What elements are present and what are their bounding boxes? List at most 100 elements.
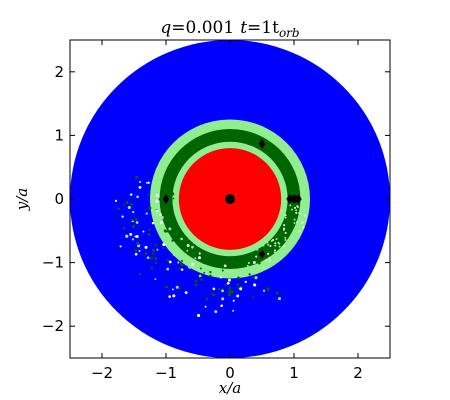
particle <box>209 270 212 274</box>
particle <box>296 220 299 223</box>
particle <box>129 193 133 197</box>
particle <box>198 256 201 260</box>
particle <box>171 192 175 196</box>
particle <box>144 251 148 255</box>
particle <box>282 251 285 254</box>
particle <box>295 211 298 214</box>
particle <box>194 283 198 287</box>
particle <box>301 221 304 224</box>
particle <box>147 193 150 196</box>
particle <box>148 228 151 231</box>
particle <box>239 287 243 291</box>
particle <box>277 297 281 301</box>
particle <box>122 227 125 230</box>
particle <box>145 181 148 184</box>
particle <box>267 252 270 255</box>
particle <box>166 267 170 271</box>
particle <box>277 241 280 244</box>
particle <box>293 221 296 224</box>
particle <box>266 241 269 244</box>
particle <box>273 249 276 252</box>
y-tick-label: 2 <box>54 63 64 81</box>
particle <box>194 257 197 260</box>
particle <box>198 274 202 278</box>
particle <box>304 205 307 208</box>
particle <box>274 242 277 245</box>
particle <box>284 231 287 234</box>
particle <box>135 221 139 224</box>
particle <box>218 287 221 291</box>
particle <box>170 200 173 203</box>
particle <box>220 304 223 308</box>
particle <box>264 260 267 263</box>
particle <box>145 212 148 215</box>
particle <box>186 244 190 247</box>
x-axis-label: x/a <box>219 379 241 397</box>
particle <box>172 288 174 291</box>
particle <box>219 276 222 279</box>
particle <box>184 291 188 295</box>
particle <box>268 257 271 260</box>
particle <box>284 216 287 219</box>
particle <box>132 210 135 214</box>
particle <box>117 207 120 210</box>
particle <box>138 250 141 252</box>
particle <box>289 204 292 207</box>
particle <box>191 245 194 249</box>
particle <box>247 261 250 265</box>
particle <box>142 230 145 233</box>
particle <box>214 310 218 314</box>
particle <box>303 214 306 217</box>
particle <box>130 202 134 206</box>
particle <box>232 309 235 312</box>
particle <box>136 195 139 199</box>
particle <box>180 259 184 262</box>
particle <box>191 262 195 266</box>
particle <box>171 239 174 242</box>
y-tick-label: 0 <box>54 190 64 208</box>
particle <box>119 245 122 248</box>
y-ticks: −2 −1 0 1 2 <box>42 63 390 335</box>
particle <box>146 256 150 260</box>
particle <box>256 248 259 251</box>
particle <box>165 230 169 233</box>
particle <box>154 278 157 281</box>
particle <box>144 245 148 249</box>
particle <box>129 232 133 236</box>
particle <box>232 299 235 302</box>
particle <box>270 239 273 242</box>
particle <box>194 280 198 283</box>
particle <box>275 252 278 255</box>
y-axis-label: y/a <box>13 188 31 211</box>
particle <box>198 252 201 255</box>
particle <box>155 261 158 265</box>
particle <box>294 206 297 209</box>
particle <box>151 221 155 225</box>
particle <box>263 267 266 270</box>
particle <box>298 230 301 233</box>
marker-planet <box>290 195 298 203</box>
particle <box>168 227 172 231</box>
particle <box>291 231 294 234</box>
marker-l4 <box>258 138 266 149</box>
particle <box>252 276 255 279</box>
particle <box>159 213 162 216</box>
particle <box>121 215 124 218</box>
particle <box>134 252 138 256</box>
particle <box>237 276 240 280</box>
particle <box>248 273 251 276</box>
x-tick-label: 0 <box>225 364 235 382</box>
lagrange-markers <box>162 138 302 260</box>
particle <box>284 236 287 239</box>
particle <box>131 218 134 222</box>
particle <box>155 199 159 203</box>
particle <box>134 235 137 238</box>
particle <box>221 269 224 272</box>
particle <box>183 259 187 263</box>
particle <box>175 285 179 289</box>
particle <box>280 251 283 254</box>
particle <box>228 278 231 282</box>
particle <box>212 293 216 297</box>
particle <box>267 243 270 246</box>
